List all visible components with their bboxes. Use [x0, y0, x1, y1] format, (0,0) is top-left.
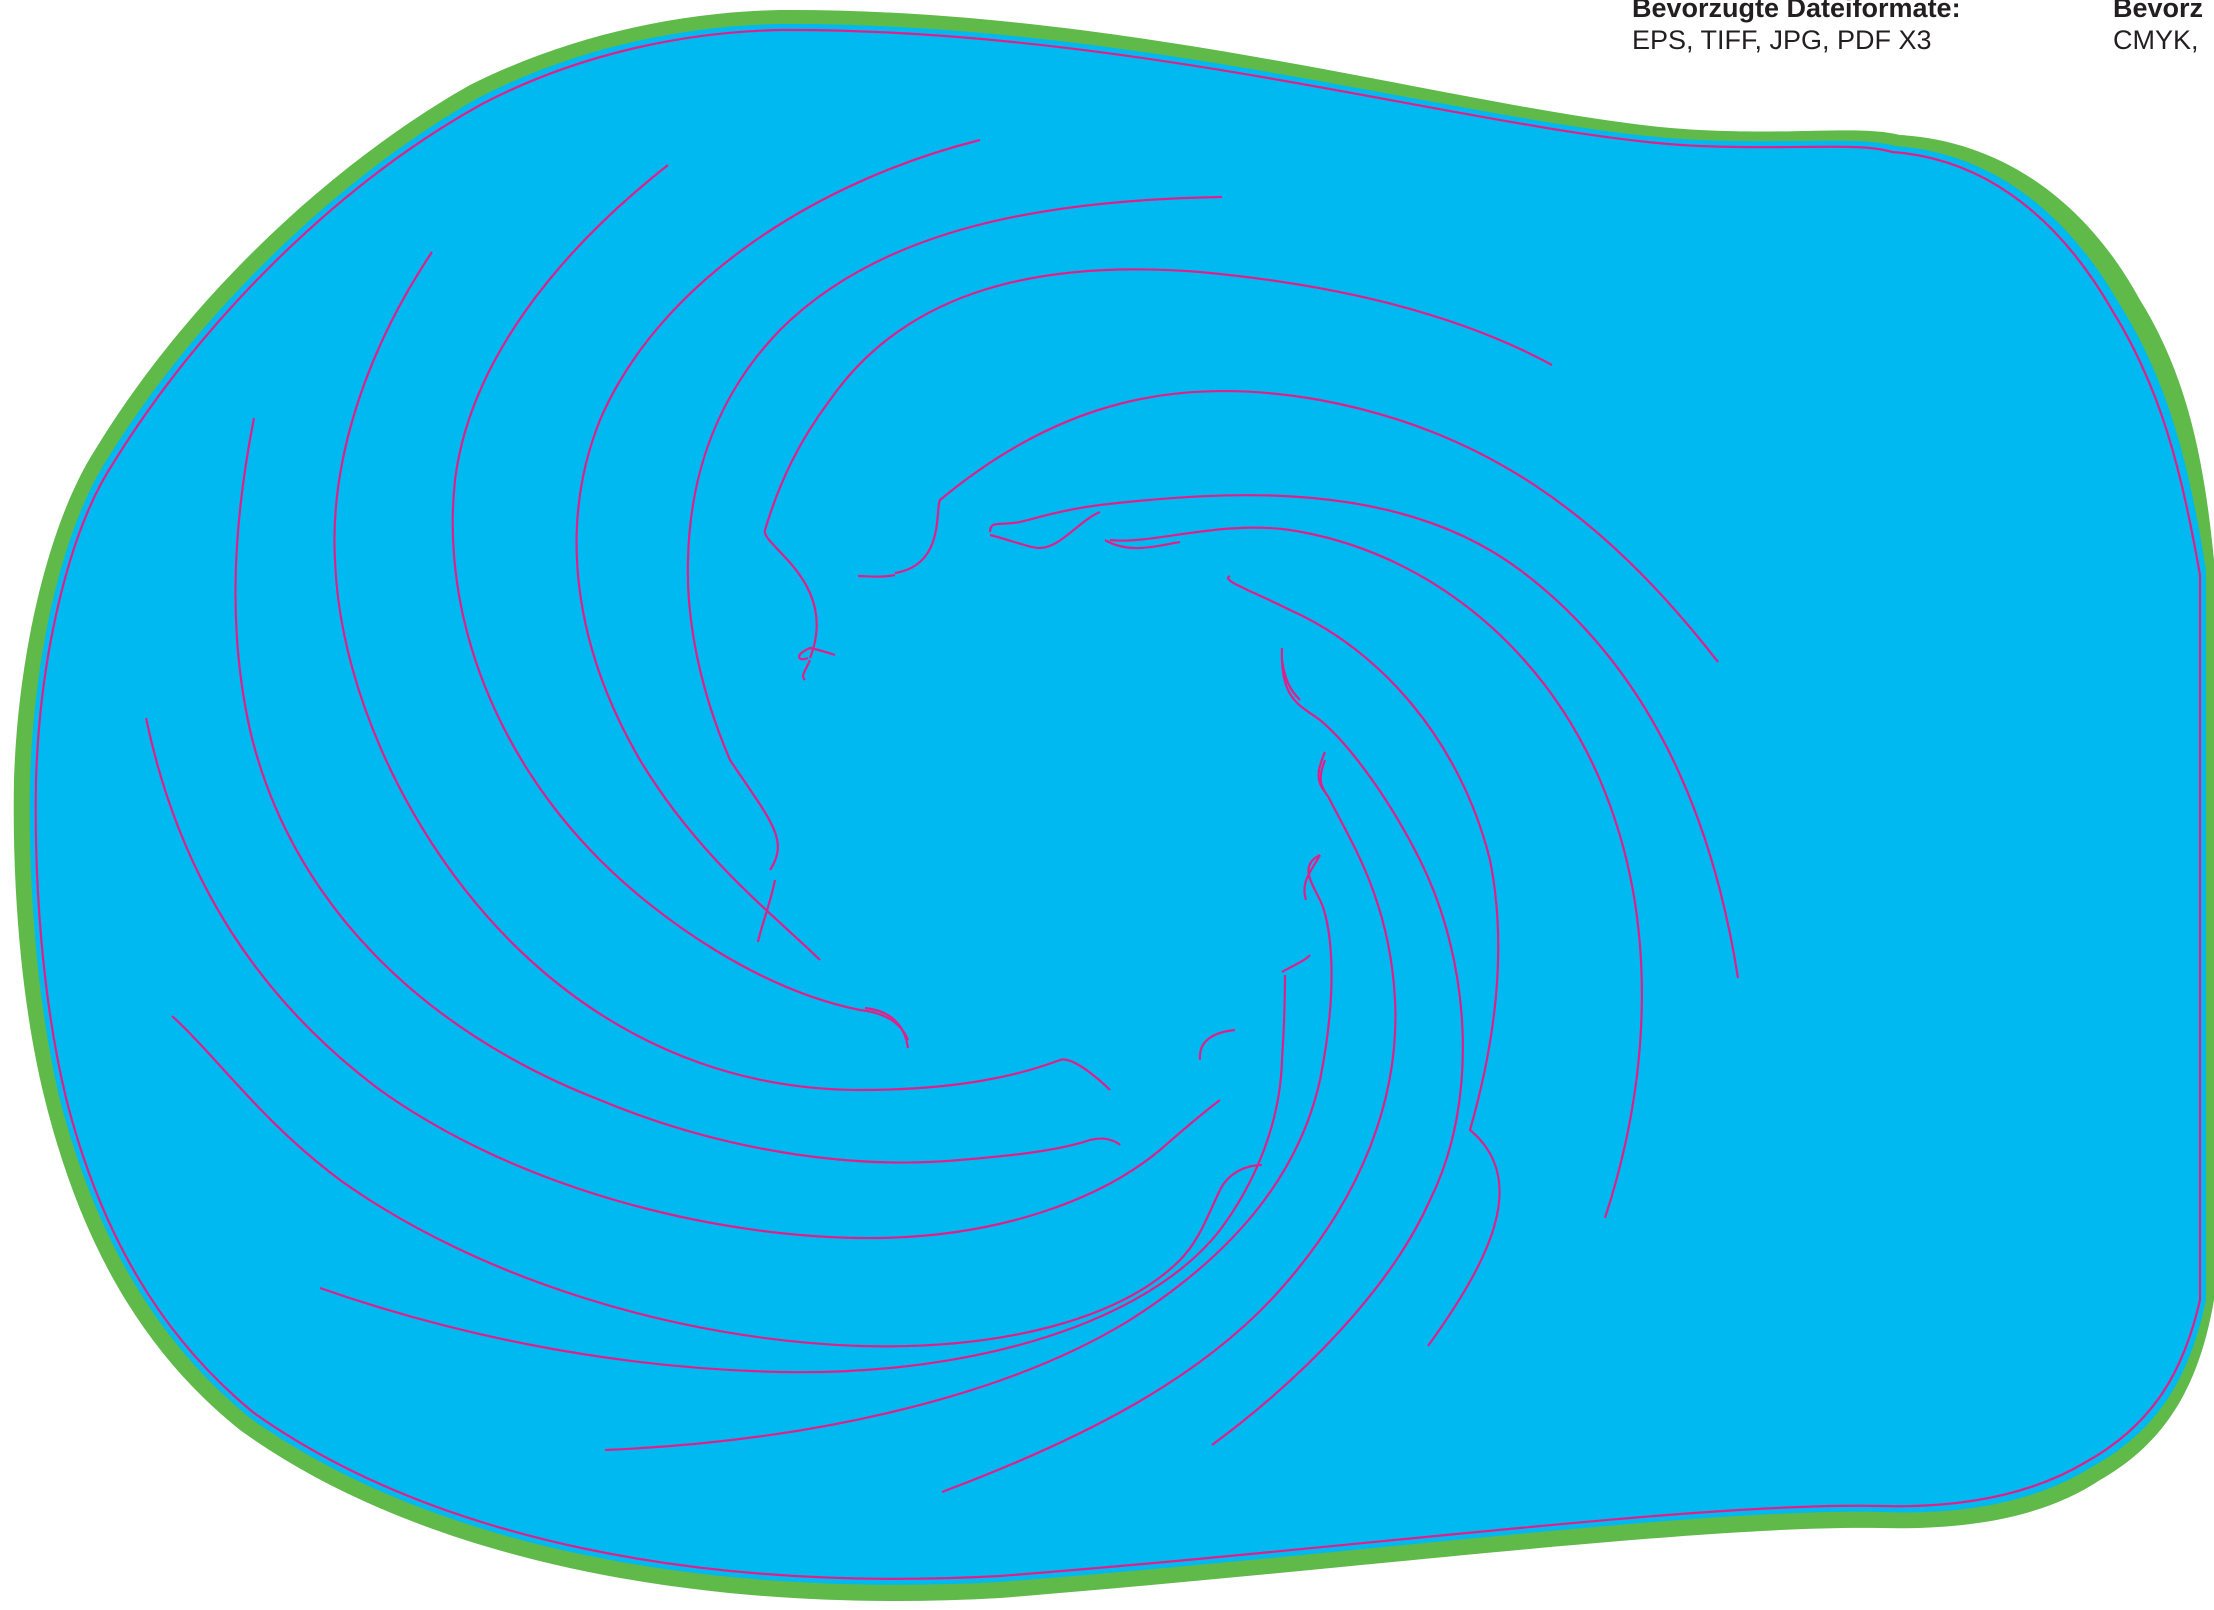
- swirl-line: [894, 389, 1719, 663]
- swirl-line: [1109, 526, 1643, 1219]
- swirl-line: [1198, 1028, 1236, 1061]
- swirl-line: [988, 494, 1740, 979]
- swirl-line: [451, 164, 910, 1041]
- file-formats-heading: Bevorzugte Dateiformate:: [1632, 0, 1961, 23]
- swirl-line: [686, 195, 1223, 871]
- swirl-line: [763, 268, 1553, 659]
- swirl-line: [144, 717, 1221, 1240]
- swirl-line: [864, 1006, 910, 1049]
- swirl-line: [575, 138, 981, 961]
- color-mode-value: CMYK,: [2113, 25, 2199, 56]
- color-mode-info: Bevorz CMYK,: [2113, 0, 2203, 57]
- swirl-line: [171, 1015, 1263, 1348]
- swirl-line: [941, 759, 1397, 1494]
- pool-cutline: [34, 28, 2202, 1580]
- swirl-line: [234, 417, 1121, 1164]
- swirl-line: [1104, 539, 1181, 550]
- swirl-lines-group: [144, 138, 1740, 1494]
- swirl-line: [1280, 659, 1301, 701]
- color-mode-heading: Bevorz: [2113, 0, 2204, 23]
- swirl-line: [756, 879, 777, 943]
- swirl-line: [1211, 647, 1464, 1446]
- file-formats-info: Bevorzugte Dateiformate: EPS, TIFF, JPG,…: [1632, 0, 1961, 57]
- swirl-line: [857, 573, 896, 578]
- swirl-line: [798, 646, 836, 661]
- swirl-line: [802, 659, 812, 681]
- swirl-line: [989, 510, 1101, 550]
- swirl-line: [1281, 954, 1311, 973]
- pool-water-shape: [29, 23, 2206, 1585]
- file-formats-value: EPS, TIFF, JPG, PDF X3: [1632, 25, 1932, 56]
- swirl-line: [319, 974, 1287, 1374]
- swirl-line: [604, 854, 1333, 1452]
- swirl-line: [333, 251, 1111, 1092]
- swirl-line: [1227, 574, 1501, 1347]
- swirl-line: [1317, 751, 1327, 793]
- swirl-line: [1303, 854, 1321, 901]
